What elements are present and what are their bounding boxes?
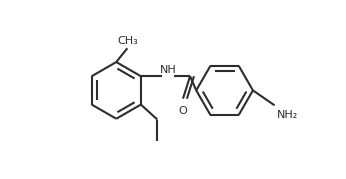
Text: CH₃: CH₃ bbox=[117, 36, 138, 46]
Text: NH: NH bbox=[160, 65, 177, 75]
Text: NH₂: NH₂ bbox=[277, 110, 298, 120]
Text: O: O bbox=[179, 106, 187, 116]
